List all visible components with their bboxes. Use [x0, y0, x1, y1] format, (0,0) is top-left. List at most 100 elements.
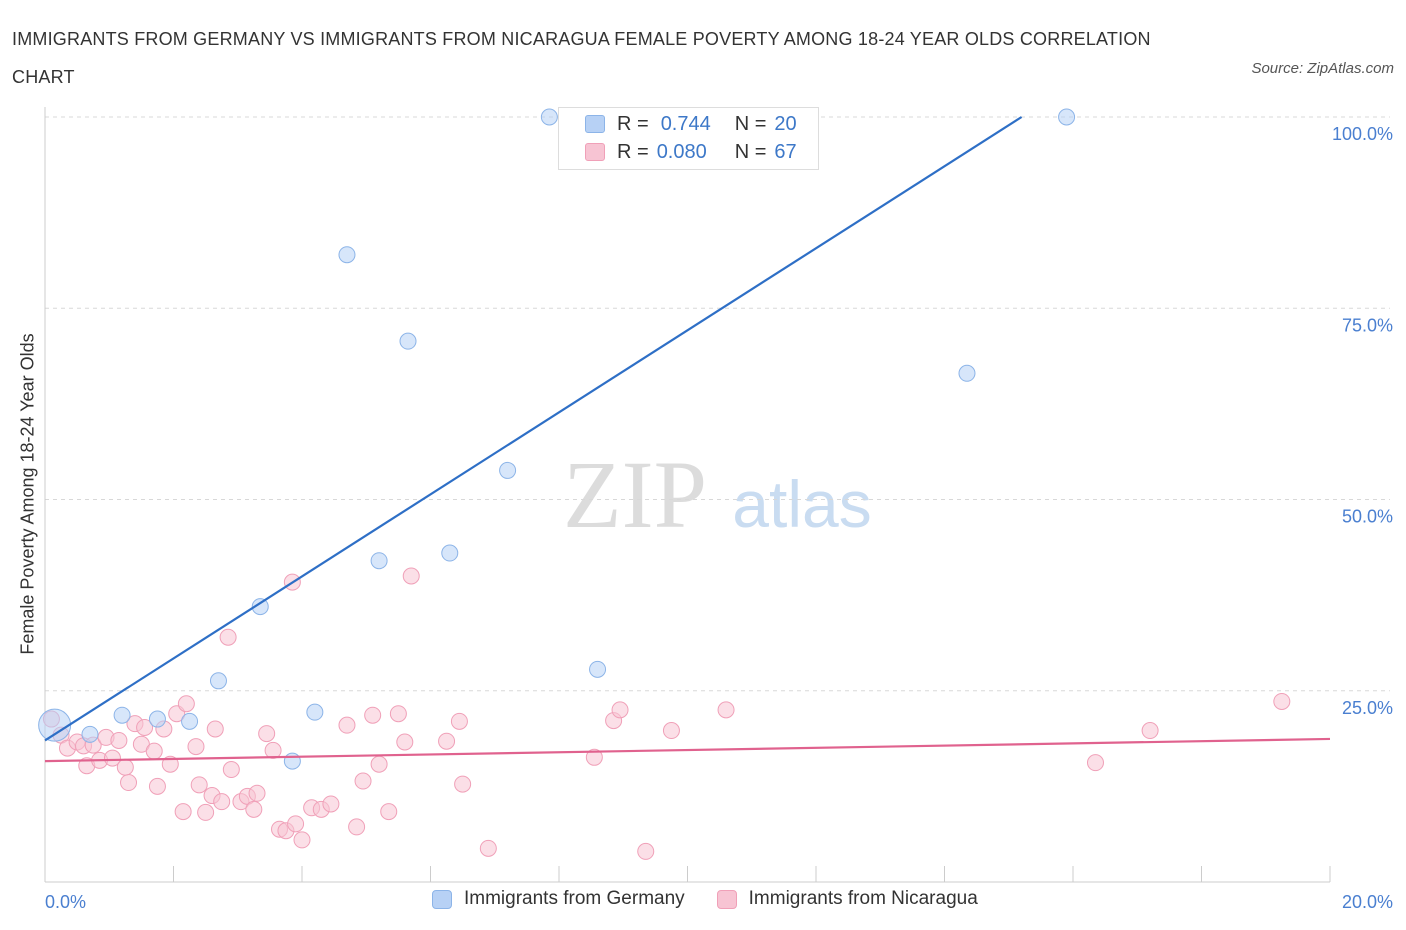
nicaragua-point: [116, 758, 134, 776]
nicaragua-point: [450, 712, 468, 730]
nicaragua-point: [222, 761, 240, 779]
germany-point: [540, 108, 558, 126]
legend-item-germany: Immigrants from Germany: [432, 888, 685, 910]
nicaragua-trend-line: [44, 737, 1331, 763]
nicaragua-point: [370, 755, 388, 773]
nicaragua-point: [177, 695, 195, 713]
germany-point: [306, 703, 324, 721]
nicaragua-point: [338, 716, 356, 734]
x-tick-label: 0.0%: [45, 892, 86, 912]
nicaragua-point: [197, 803, 215, 821]
x-tick-labels: 0.0% 20.0%: [45, 892, 1393, 912]
source-label: Source: ZipAtlas.com: [1251, 60, 1394, 77]
germany-point: [181, 712, 199, 730]
y-tick-label: 100.0%: [1332, 124, 1393, 144]
nicaragua-point: [1086, 754, 1104, 772]
nicaragua-points: [42, 567, 1291, 860]
germany-points: [38, 108, 1076, 770]
germany-point: [499, 461, 517, 479]
nicaragua-point: [585, 748, 603, 766]
nicaragua-point: [174, 803, 192, 821]
nicaragua-point: [396, 733, 414, 751]
legend-r-value: 0.744: [660, 112, 711, 135]
nicaragua-point: [187, 738, 205, 756]
germany-point: [209, 672, 227, 690]
legend-swatch-germany: [432, 889, 452, 909]
germany-point: [1058, 108, 1076, 126]
y-tick-label: 75.0%: [1342, 315, 1393, 335]
nicaragua-point: [611, 701, 629, 719]
legend-n-label: N =: [734, 140, 767, 163]
y-tick-labels: 100.0% 75.0% 50.0% 25.0%: [1332, 124, 1393, 718]
x-ticks: [44, 866, 1331, 882]
nicaragua-point: [148, 777, 166, 795]
y-tick-label: 50.0%: [1342, 507, 1393, 527]
nicaragua-point: [145, 742, 163, 760]
nicaragua-point: [120, 774, 138, 792]
nicaragua-point: [348, 818, 366, 836]
nicaragua-point: [161, 755, 179, 773]
nicaragua-point: [662, 722, 680, 740]
legend-label-nicaragua: Immigrants from Nicaragua: [748, 888, 978, 909]
germany-point: [370, 552, 388, 570]
nicaragua-point: [1273, 692, 1291, 710]
legend-swatch-nicaragua: [716, 889, 737, 909]
germany-point: [589, 660, 607, 678]
germany-point: [338, 246, 356, 264]
nicaragua-point: [136, 718, 154, 736]
nicaragua-point: [402, 567, 420, 585]
nicaragua-point: [479, 839, 497, 857]
nicaragua-point: [219, 628, 237, 646]
legend-n-value: 67: [774, 140, 797, 163]
germany-point: [38, 708, 72, 742]
nicaragua-point: [248, 784, 266, 802]
legend-swatch-nicaragua: [585, 143, 605, 161]
legend-r-label: R =: [617, 112, 649, 135]
nicaragua-point: [213, 793, 231, 811]
nicaragua-point: [206, 720, 224, 738]
nicaragua-point: [389, 705, 407, 723]
nicaragua-point: [354, 772, 372, 790]
nicaragua-point: [637, 842, 655, 860]
nicaragua-point: [103, 749, 121, 767]
nicaragua-point: [110, 731, 128, 749]
nicaragua-point: [454, 775, 472, 793]
nicaragua-point: [438, 732, 456, 750]
germany-point: [399, 332, 417, 350]
nicaragua-point: [190, 776, 208, 794]
nicaragua-point: [264, 741, 282, 759]
watermark-atlas: atlas: [732, 467, 871, 541]
legend-label-germany: Immigrants from Germany: [464, 888, 685, 909]
germany-trend-line: [44, 116, 1023, 742]
nicaragua-point: [380, 803, 398, 821]
series-legend: Immigrants from Germany Immigrants from …: [432, 888, 1010, 910]
germany-point: [148, 710, 166, 728]
nicaragua-point: [364, 706, 382, 724]
germany-point: [283, 752, 301, 770]
x-tick-label: 20.0%: [1342, 892, 1393, 912]
nicaragua-point: [1141, 722, 1159, 740]
nicaragua-point: [245, 800, 263, 818]
legend-swatch-germany: [585, 115, 605, 133]
germany-point: [958, 364, 976, 382]
watermark-zip: ZIP: [563, 441, 707, 548]
legend-row-nicaragua: R = 0.080 N = 67: [585, 139, 797, 165]
germany-point: [81, 725, 99, 743]
nicaragua-point: [293, 831, 311, 849]
legend-n-label: N =: [734, 112, 767, 135]
legend-n-value: 20: [774, 112, 797, 135]
y-tick-label: 25.0%: [1342, 698, 1393, 718]
nicaragua-point: [258, 725, 276, 743]
correlation-legend: R = 0.744 N = 20 R = 0.080 N = 67: [558, 107, 819, 170]
legend-item-nicaragua: Immigrants from Nicaragua: [716, 888, 978, 910]
germany-point: [441, 544, 459, 562]
germany-point: [113, 706, 131, 724]
nicaragua-point: [322, 795, 340, 813]
legend-r-value: 0.080: [656, 140, 707, 163]
legend-row-germany: R = 0.744 N = 20: [585, 111, 797, 137]
gridlines: [45, 116, 1390, 692]
nicaragua-point: [287, 815, 305, 833]
nicaragua-point: [717, 701, 735, 719]
germany-point: [251, 598, 269, 616]
